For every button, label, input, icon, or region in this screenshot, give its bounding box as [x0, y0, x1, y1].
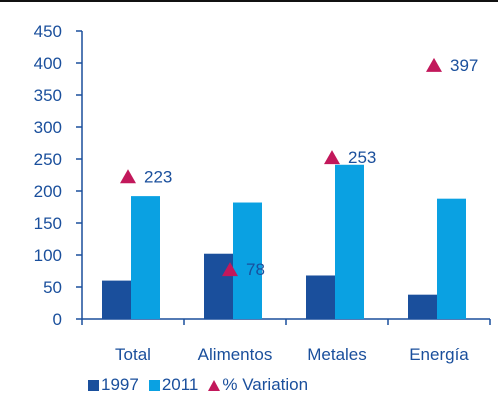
y-tick-label: 200: [34, 182, 62, 201]
legend-swatch-1997: [88, 379, 99, 391]
legend-swatch-2011: [148, 379, 160, 391]
y-tick-label: 250: [34, 150, 62, 169]
bar-1997-Alimentos: [204, 253, 233, 319]
y-tick-label: 450: [34, 22, 62, 41]
chart-legend: 1997 2011 % Variation: [88, 375, 318, 395]
x-category-label: Metales: [307, 345, 367, 364]
y-tick-label: 100: [34, 246, 62, 265]
variation-data-label: 223: [144, 167, 172, 186]
legend-item-1997: 1997: [88, 375, 139, 395]
bar-1997-Energía: [408, 294, 437, 319]
y-tick-label: 150: [34, 214, 62, 233]
x-category-label: Alimentos: [198, 345, 273, 364]
variation-data-label: 253: [348, 148, 376, 167]
bar-2011-Metales: [335, 164, 364, 319]
legend-label-2011: 2011: [161, 375, 199, 394]
legend-label-variation: % Variation: [222, 375, 309, 394]
variation-data-label: 78: [246, 260, 265, 279]
legend-item-2011: 2011: [148, 375, 199, 395]
variation-marker-Energía: [426, 57, 442, 72]
y-tick-label: 0: [53, 310, 62, 329]
bar-1997-Total: [102, 280, 131, 319]
legend-item-variation: % Variation: [208, 375, 308, 395]
y-tick-label: 300: [34, 118, 62, 137]
bar-1997-Metales: [306, 275, 335, 319]
legend-label-1997: 1997: [101, 375, 139, 394]
variation-marker-Alimentos: [222, 262, 238, 277]
bar-2011-Total: [131, 196, 160, 319]
variation-data-label: 397: [450, 56, 478, 75]
bar-2011-Alimentos: [233, 202, 262, 319]
bar-chart: 0 50 100 150 200 250 300 350 400 450 Total 223 Alime…: [34, 22, 491, 364]
x-category-label: Total: [115, 345, 151, 364]
variation-marker-Metales: [324, 150, 340, 165]
y-tick-label: 50: [43, 278, 62, 297]
variation-marker-Total: [120, 169, 136, 184]
legend-triangle-icon: [208, 379, 221, 391]
y-tick-label: 350: [34, 86, 62, 105]
x-category-label: Energía: [409, 345, 469, 364]
bar-2011-Energía: [437, 198, 466, 319]
y-tick-label: 400: [34, 54, 62, 73]
